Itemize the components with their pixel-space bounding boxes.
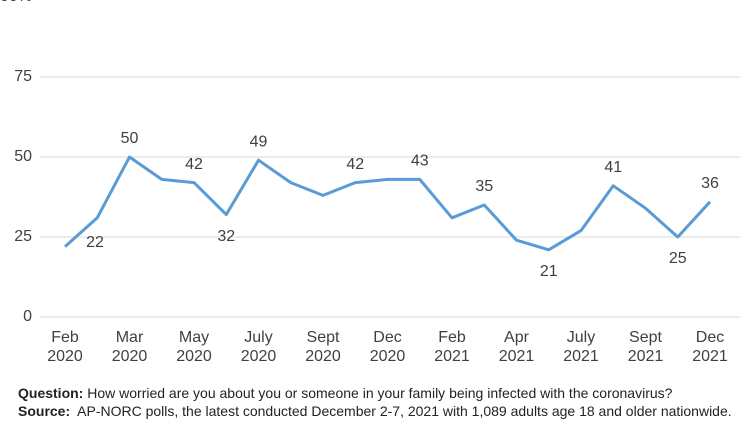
data-label: 42	[185, 156, 203, 173]
x-tick-label: Dec	[373, 329, 401, 346]
data-label: 43	[411, 153, 429, 170]
x-tick-label: Feb	[51, 329, 79, 346]
source-line: Source: AP-NORC polls, the latest conduc…	[18, 402, 746, 420]
y-tick-label: 75	[14, 68, 32, 85]
data-label: 32	[217, 228, 235, 245]
chart: 0 25 50 75 100% Feb 2020 Mar 2020 May 2020 July 2020…	[0, 0, 740, 365]
x-tick-label: 2021	[563, 348, 599, 365]
data-label: 36	[701, 175, 719, 192]
data-label: 22	[86, 234, 104, 251]
x-tick-label: Dec	[696, 329, 724, 346]
x-tick-label: May	[179, 329, 209, 346]
x-tick-label: July	[567, 329, 595, 346]
data-label: 42	[346, 156, 364, 173]
data-label: 41	[604, 159, 622, 176]
x-tick-label: 2020	[305, 348, 341, 365]
x-tick-label: July	[244, 329, 272, 346]
x-tick-label: Sept	[629, 329, 662, 346]
source: AP-NORC polls, the latest conducted Dece…	[77, 403, 732, 419]
data-label: 35	[475, 178, 493, 195]
x-tick-label: 2020	[176, 348, 212, 365]
y-tick-label: 25	[14, 228, 32, 245]
x-tick-label: Feb	[438, 329, 466, 346]
y-tick-label: 100%	[0, 0, 32, 5]
data-label: 25	[669, 250, 687, 267]
x-tick-label: 2021	[499, 348, 535, 365]
x-tick-label: 2021	[628, 348, 664, 365]
question-line: Question: How worried are you about you …	[18, 384, 746, 402]
data-label: 21	[540, 263, 558, 280]
x-tick-label: 2020	[241, 348, 277, 365]
y-tick-label: 50	[14, 148, 32, 165]
x-tick-label: Apr	[504, 329, 530, 346]
data-label: 49	[250, 133, 268, 150]
question-label: Question:	[18, 385, 84, 401]
x-tick-label: Mar	[116, 329, 144, 346]
y-tick-label: 0	[23, 308, 32, 325]
x-tick-label: 2020	[370, 348, 406, 365]
notes: Question: How worried are you about you …	[18, 384, 746, 420]
x-tick-label: 2021	[434, 348, 470, 365]
source-label: Source:	[18, 403, 71, 419]
x-tick-label: 2021	[692, 348, 728, 365]
x-tick-label: Sept	[307, 329, 340, 346]
data-label: 50	[121, 130, 139, 147]
question: How worried are you about you or someone…	[87, 385, 673, 401]
x-tick-label: 2020	[112, 348, 148, 365]
x-tick-label: 2020	[47, 348, 83, 365]
line	[64, 155, 712, 252]
